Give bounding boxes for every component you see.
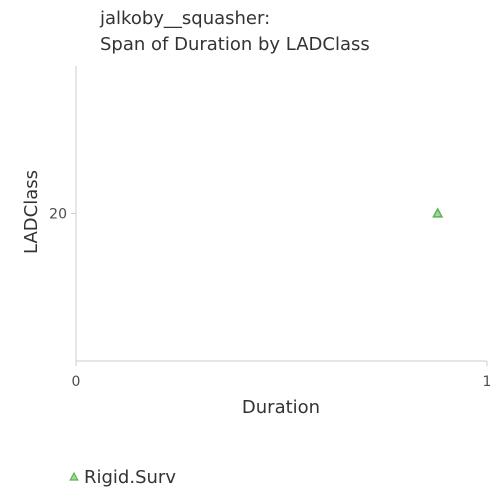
y-axis-ticks: 20	[49, 207, 76, 223]
chart-title-line-2: Span of Duration by LADClass	[100, 34, 370, 55]
x-tick-label: 1	[483, 374, 492, 390]
legend-marker	[69, 471, 79, 481]
x-axis-title: Duration	[242, 397, 320, 418]
y-tick-label: 20	[49, 207, 67, 223]
data-points	[432, 207, 444, 218]
y-axis-title: LADClass	[21, 170, 42, 254]
data-point	[432, 207, 444, 218]
legend-label: Rigid.Surv	[84, 467, 176, 488]
x-tick-label: 0	[72, 374, 81, 390]
legend: Rigid.Surv	[69, 467, 176, 488]
chart-title-line-1: jalkoby__squasher:	[99, 8, 270, 29]
